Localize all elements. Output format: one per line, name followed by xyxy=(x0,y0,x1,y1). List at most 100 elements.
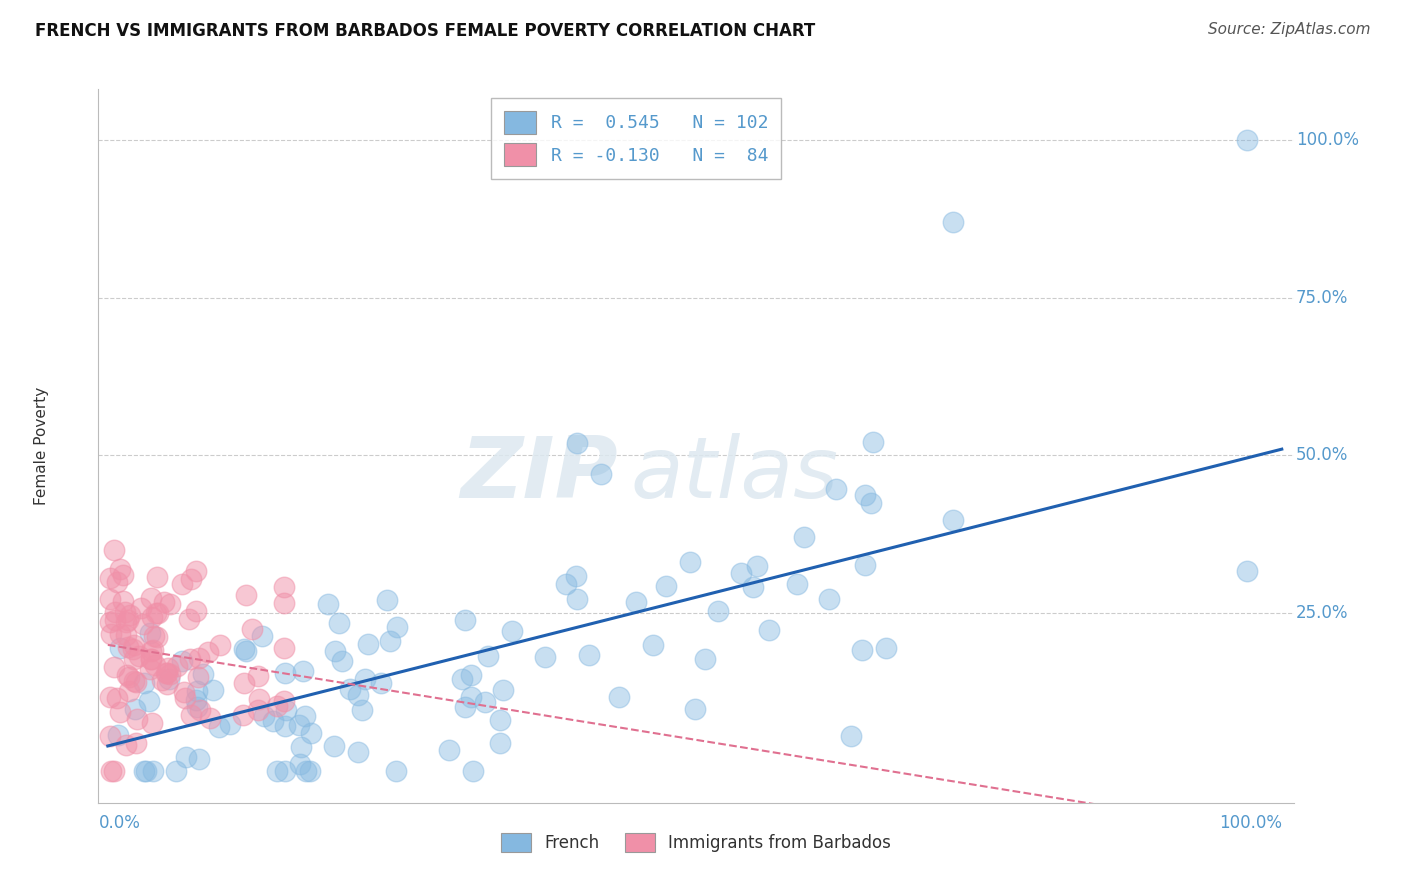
Point xyxy=(292,664,315,678)
Point xyxy=(191,666,214,681)
Point xyxy=(288,718,311,732)
Point xyxy=(114,605,136,619)
Point xyxy=(141,716,163,731)
Point xyxy=(165,764,187,779)
Point xyxy=(135,764,157,779)
Point xyxy=(786,577,808,591)
Point xyxy=(188,704,211,718)
Point xyxy=(108,626,131,640)
Point xyxy=(104,614,127,628)
Point xyxy=(567,435,589,450)
Point xyxy=(859,495,882,509)
Text: 100.0%: 100.0% xyxy=(1296,131,1358,149)
Point xyxy=(266,698,288,713)
Point xyxy=(197,644,219,658)
Point xyxy=(207,721,229,735)
Point xyxy=(693,652,716,666)
Point xyxy=(463,764,485,779)
Point xyxy=(124,701,146,715)
Point xyxy=(437,743,460,757)
Point xyxy=(132,764,155,779)
Point xyxy=(460,668,482,682)
Point xyxy=(103,543,125,558)
Text: Female Poverty: Female Poverty xyxy=(34,387,49,505)
Point xyxy=(942,215,965,229)
Point xyxy=(240,622,263,636)
Point xyxy=(139,625,162,640)
Point xyxy=(125,675,148,690)
Point xyxy=(862,435,884,450)
Point xyxy=(683,702,706,716)
Point xyxy=(184,565,207,579)
Point xyxy=(853,558,876,572)
Point xyxy=(274,764,297,779)
Point xyxy=(450,672,472,686)
Point xyxy=(298,764,321,779)
Point xyxy=(454,699,477,714)
Point xyxy=(534,650,557,665)
Point xyxy=(159,667,181,681)
Point xyxy=(145,607,167,621)
Point xyxy=(150,673,173,688)
Point xyxy=(555,577,578,591)
Point xyxy=(108,562,131,576)
Point xyxy=(232,707,254,722)
Point xyxy=(142,629,165,643)
Point xyxy=(250,629,273,643)
Point xyxy=(851,643,873,657)
Text: 50.0%: 50.0% xyxy=(1296,447,1348,465)
Point xyxy=(157,672,180,686)
Point xyxy=(187,670,209,684)
Point xyxy=(501,624,523,639)
Point xyxy=(1236,564,1258,578)
Point xyxy=(118,608,141,623)
Point xyxy=(262,714,284,728)
Point xyxy=(180,572,202,586)
Point xyxy=(186,604,208,618)
Point xyxy=(273,640,295,655)
Point xyxy=(141,652,163,666)
Point xyxy=(103,660,125,674)
Point xyxy=(247,703,270,717)
Point xyxy=(299,726,322,740)
Point xyxy=(273,694,295,708)
Point xyxy=(488,713,510,727)
Point xyxy=(139,652,162,666)
Point xyxy=(186,700,208,714)
Point xyxy=(328,616,350,631)
Text: ZIP: ZIP xyxy=(461,433,619,516)
Point xyxy=(274,719,297,733)
Point xyxy=(117,613,139,627)
Point xyxy=(232,676,254,690)
Point xyxy=(142,643,165,657)
Point xyxy=(273,580,295,594)
Point xyxy=(266,764,288,779)
Text: 75.0%: 75.0% xyxy=(1296,289,1348,307)
Text: Source: ZipAtlas.com: Source: ZipAtlas.com xyxy=(1208,22,1371,37)
Point xyxy=(380,634,402,648)
Point xyxy=(104,605,127,619)
Point xyxy=(235,588,257,602)
Point xyxy=(589,467,612,482)
Text: 25.0%: 25.0% xyxy=(1296,605,1348,623)
Point xyxy=(121,642,143,657)
Point xyxy=(174,690,197,705)
Point xyxy=(115,738,138,752)
Point xyxy=(98,690,121,704)
Point xyxy=(177,612,200,626)
Point xyxy=(375,593,398,607)
Point xyxy=(129,601,152,615)
Point xyxy=(274,666,297,681)
Point xyxy=(247,692,270,706)
Point xyxy=(318,597,340,611)
Point xyxy=(141,609,163,624)
Point xyxy=(246,669,269,683)
Point xyxy=(818,591,841,606)
Point xyxy=(128,649,150,664)
Point xyxy=(132,617,155,632)
Point xyxy=(655,579,678,593)
Point xyxy=(100,764,122,779)
Point xyxy=(141,764,163,779)
Point xyxy=(186,692,208,706)
Point xyxy=(253,709,276,723)
